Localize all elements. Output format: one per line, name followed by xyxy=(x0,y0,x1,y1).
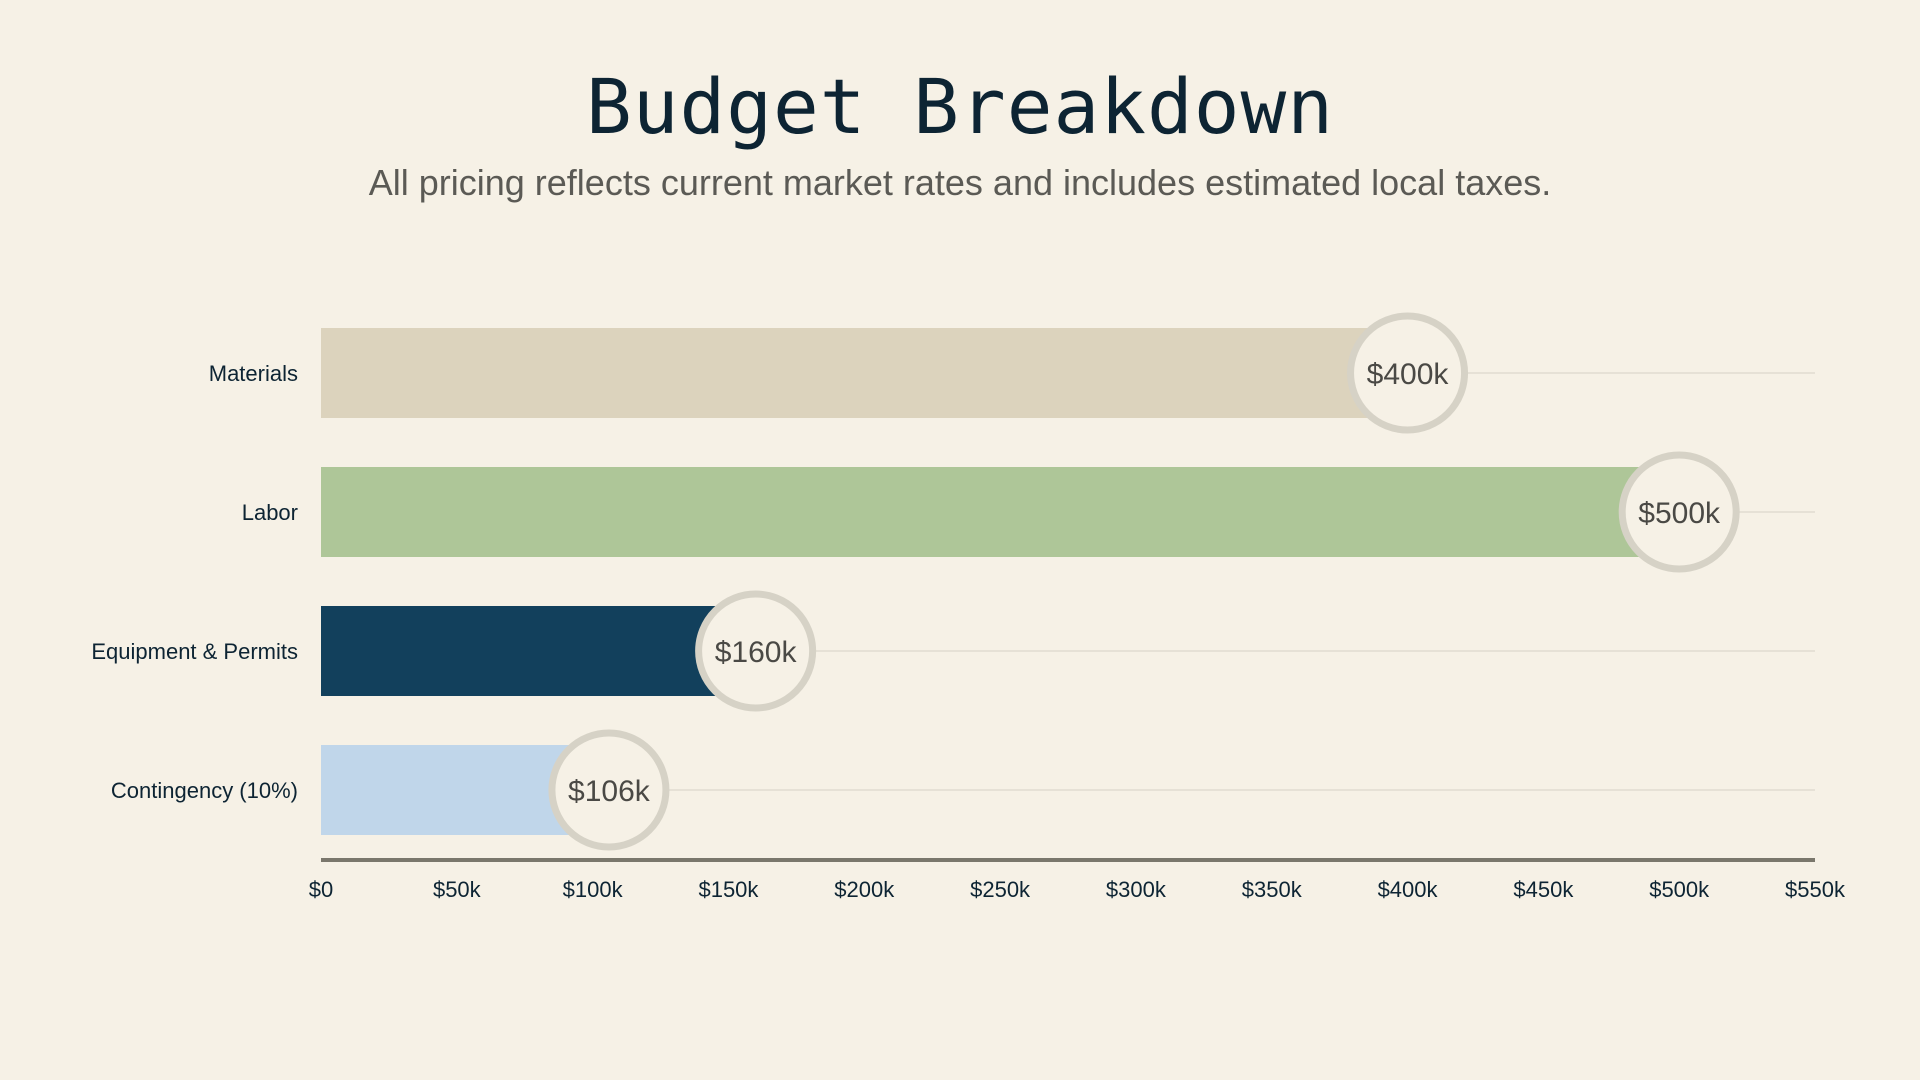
x-tick-label: $50k xyxy=(433,877,482,902)
x-tick-label: $500k xyxy=(1649,877,1710,902)
chart-subtitle: All pricing reflects current market rate… xyxy=(368,162,1552,203)
x-tick-label: $200k xyxy=(834,877,895,902)
x-tick-label: $550k xyxy=(1785,877,1846,902)
value-badge xyxy=(1347,312,1469,434)
value-badge xyxy=(548,729,670,851)
x-tick-label: $350k xyxy=(1242,877,1303,902)
value-badge xyxy=(1618,451,1740,573)
category-label: Materials xyxy=(209,361,298,386)
x-tick-label: $100k xyxy=(563,877,624,902)
bar xyxy=(321,606,756,696)
x-tick-label: $250k xyxy=(970,877,1031,902)
data-label: $160k xyxy=(715,636,798,669)
data-label: $500k xyxy=(1638,497,1721,530)
bar xyxy=(321,328,1408,418)
x-tick-label: $0 xyxy=(309,877,333,902)
data-label: $106k xyxy=(568,775,651,808)
chart-title: Budget Breakdown xyxy=(585,62,1335,151)
bar xyxy=(321,467,1680,557)
category-label: Equipment & Permits xyxy=(91,639,298,664)
category-label: Contingency (10%) xyxy=(111,778,298,803)
x-tick-label: $450k xyxy=(1513,877,1574,902)
x-tick-label: $400k xyxy=(1378,877,1439,902)
value-badge xyxy=(695,590,817,712)
x-tick-label: $300k xyxy=(1106,877,1167,902)
category-label: Labor xyxy=(242,500,298,525)
data-label: $400k xyxy=(1367,358,1450,391)
x-tick-label: $150k xyxy=(698,877,759,902)
